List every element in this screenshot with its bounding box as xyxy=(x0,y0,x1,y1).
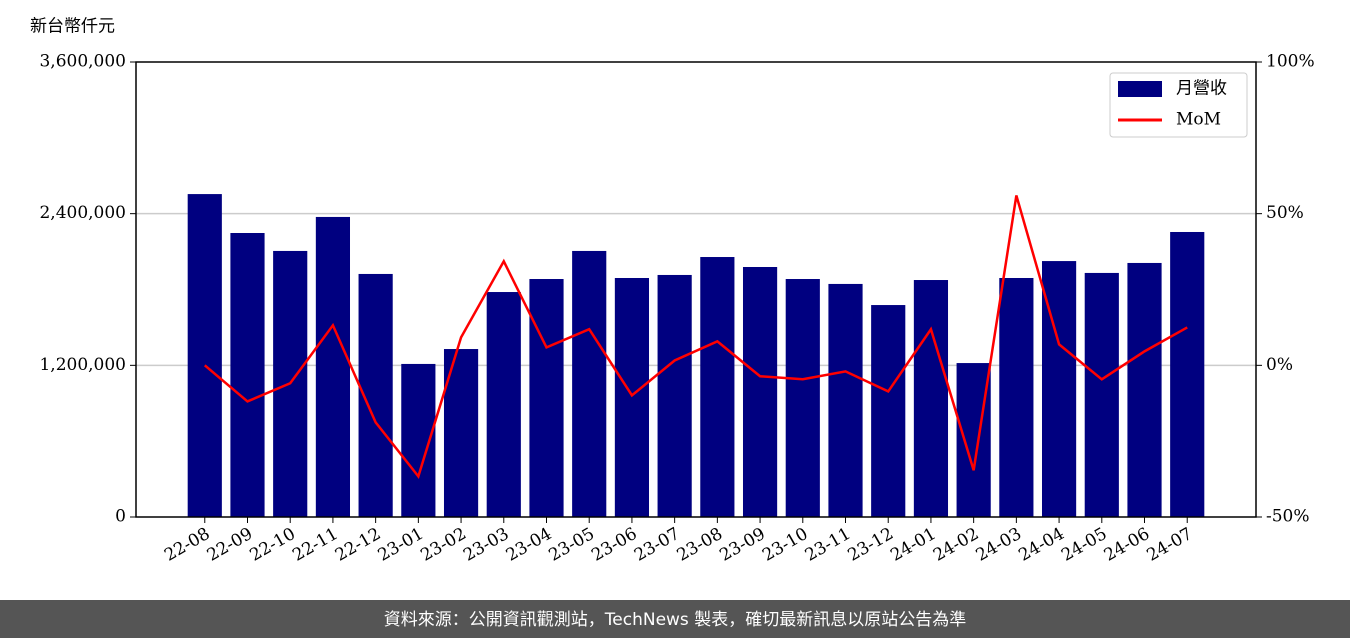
y-tick-label: 2,400,000 xyxy=(39,203,126,223)
x-tick-label: 23-09 xyxy=(716,524,768,566)
x-tick-label: 23-04 xyxy=(503,524,555,566)
y2-tick-label: 100% xyxy=(1266,52,1315,72)
x-tick-label: 23-01 xyxy=(375,524,427,566)
x-tick-label: 24-07 xyxy=(1144,524,1196,566)
x-tick-label: 22-11 xyxy=(289,524,341,566)
bar xyxy=(871,305,906,517)
x-tick-label: 23-08 xyxy=(674,524,726,566)
source-note: 資料來源：公開資訊觀測站，TechNews 製表，確切最新訊息以原站公告為準 xyxy=(384,610,966,630)
x-tick-label: 24-04 xyxy=(1015,524,1067,566)
bar xyxy=(572,250,607,517)
x-tick-label: 23-02 xyxy=(417,524,469,566)
y-tick-label: 3,600,000 xyxy=(39,52,126,72)
y-axis-label: 新台幣仟元 xyxy=(30,17,115,37)
plot-frame xyxy=(135,61,1257,518)
legend-label: 月營收 xyxy=(1176,79,1227,99)
bar xyxy=(1170,231,1205,518)
bar xyxy=(657,274,692,517)
footer-band xyxy=(0,600,1350,638)
legend-swatch xyxy=(1118,81,1162,97)
x-tick-label: 23-05 xyxy=(546,524,598,566)
x-tick-label: 24-06 xyxy=(1101,524,1153,566)
bar xyxy=(486,292,521,517)
bar xyxy=(956,363,991,517)
x-tick-label: 22-09 xyxy=(204,524,256,566)
bar xyxy=(700,257,735,517)
y-tick-label: 0 xyxy=(115,507,126,527)
x-tick-label: 23-07 xyxy=(631,524,683,566)
bar xyxy=(315,216,351,518)
bar xyxy=(230,233,265,518)
x-tick-label: 24-02 xyxy=(930,524,982,566)
bar xyxy=(1127,262,1162,517)
y2-tick-label: -50% xyxy=(1266,507,1310,527)
y2-tick-label: 0% xyxy=(1266,355,1293,375)
bar xyxy=(913,280,949,517)
x-tick-label: 23-10 xyxy=(759,524,811,566)
x-tick-label: 23-12 xyxy=(845,524,897,566)
x-tick-label: 22-10 xyxy=(247,524,299,566)
y-tick-label: 1,200,000 xyxy=(39,355,126,375)
bar xyxy=(529,279,564,517)
legend-label: MoM xyxy=(1176,110,1221,130)
y2-tick-label: 50% xyxy=(1266,203,1304,223)
bar xyxy=(742,267,778,517)
bar xyxy=(999,277,1034,517)
bar xyxy=(614,277,650,517)
bar xyxy=(785,279,820,517)
bar xyxy=(187,194,222,517)
x-tick-label: 24-05 xyxy=(1058,524,1110,566)
x-tick-label: 22-12 xyxy=(332,524,384,566)
x-tick-label: 24-01 xyxy=(887,524,939,566)
x-tick-label: 24-03 xyxy=(973,524,1025,566)
x-tick-label: 23-06 xyxy=(588,524,640,566)
x-tick-label: 23-11 xyxy=(802,524,854,566)
line xyxy=(203,195,1188,479)
bar xyxy=(1084,272,1119,517)
x-tick-label: 22-08 xyxy=(161,524,213,566)
bar xyxy=(828,283,863,517)
x-tick-label: 23-03 xyxy=(460,524,512,566)
